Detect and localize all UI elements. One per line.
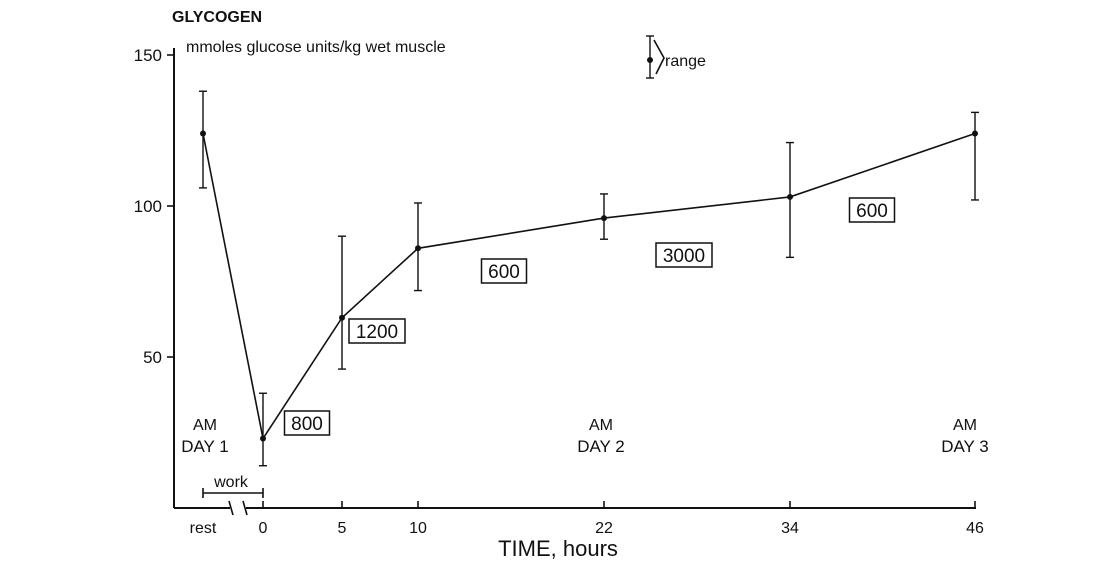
day-marker-am: AM	[953, 417, 977, 434]
data-point	[787, 193, 793, 200]
x-tick-label: 5	[338, 520, 347, 537]
data-point	[601, 215, 607, 222]
day-marker-am: AM	[589, 417, 613, 434]
value-box	[283, 410, 331, 436]
value-box	[655, 242, 713, 268]
day-marker-am: AM	[193, 417, 217, 434]
x-tick-label: 46	[966, 520, 984, 537]
data-point	[260, 435, 266, 442]
range-legend-label: range	[665, 53, 706, 70]
y-tick-label: 50	[143, 348, 162, 367]
chart-title: GLYCOGEN	[172, 9, 262, 26]
axis-break-mark	[242, 500, 248, 516]
value-box	[848, 197, 896, 223]
work-label: work	[213, 474, 249, 491]
x-tick-label: 10	[409, 520, 427, 537]
data-point	[972, 130, 978, 137]
value-box-label: 600	[488, 262, 520, 283]
data-point	[339, 314, 345, 321]
day-marker-day: DAY 2	[577, 437, 625, 456]
range-legend-point	[647, 57, 653, 63]
day-marker-day: DAY 1	[181, 437, 229, 456]
data-point	[415, 245, 421, 252]
y-tick-label: 150	[134, 46, 162, 65]
y-axis-label: mmoles glucose units/kg wet muscle	[186, 39, 446, 56]
axis-break-mark	[228, 500, 234, 516]
glycogen-line	[202, 132, 976, 441]
range-legend-bracket	[653, 39, 665, 75]
x-axis-label: TIME, hours	[498, 536, 618, 561]
x-tick-label: 0	[259, 520, 268, 537]
x-tick-label: 22	[595, 520, 613, 537]
y-tick-label: 100	[134, 197, 162, 216]
value-box	[348, 318, 406, 344]
value-box-label: 3000	[663, 246, 705, 267]
data-point	[200, 130, 206, 137]
value-box-label: 800	[291, 414, 323, 435]
value-box-label: 600	[856, 201, 888, 222]
x-tick-label: rest	[190, 520, 217, 537]
x-tick-label: 34	[781, 520, 799, 537]
value-box-label: 1200	[356, 322, 398, 343]
value-box	[480, 258, 528, 284]
day-marker-day: DAY 3	[941, 437, 989, 456]
